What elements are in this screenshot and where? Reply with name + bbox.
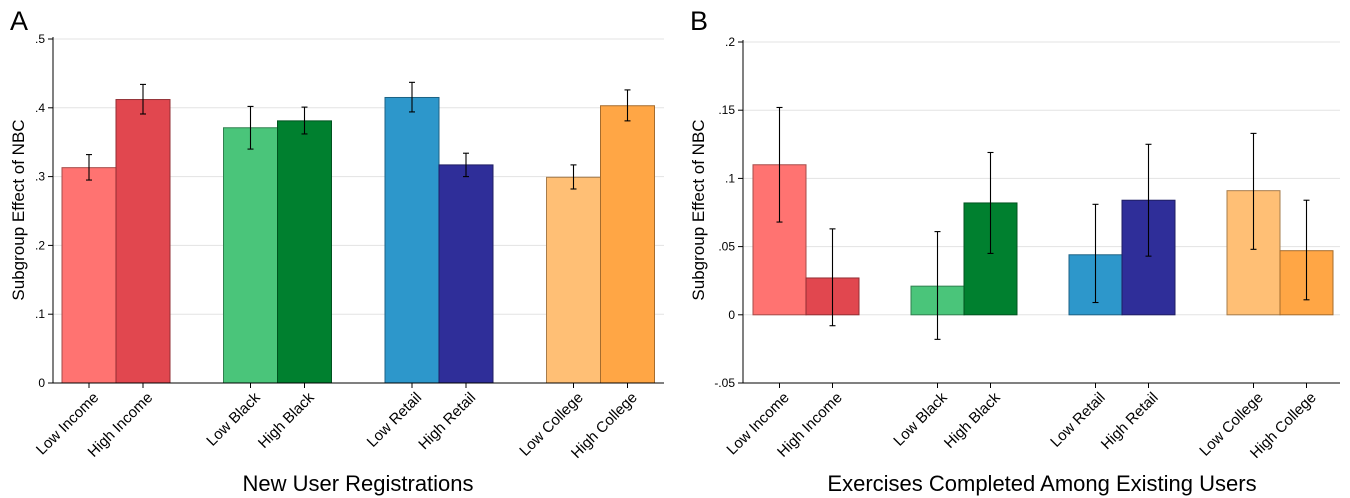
y-tick-label: .15 [718,103,735,117]
error-bar-low-black [247,105,254,150]
panel-b-y-axis-title: Subgroup Effect of NBC [689,119,708,300]
y-tick-label: 0 [728,308,735,322]
bar-high-retail [438,164,494,384]
panel-a-letter: A [10,6,28,36]
x-tick-label-high-retail: High Retail [1098,389,1162,453]
bar-high-college [600,105,655,384]
error-bar-low-income [776,106,783,223]
error-bar-high-college [1303,199,1310,301]
x-tick-label-high-black: High Black [941,389,1004,452]
panel-a-y-axis: 0 .1 .2 .3 .4 .5 [35,32,54,390]
panel-b-bars [752,164,1334,316]
bar-low-retail [384,96,440,384]
x-tick-label-high-retail: High Retail [415,389,479,453]
y-tick-label: .2 [725,35,735,49]
error-bar-low-college [570,164,577,190]
x-tick-label-high-black: High Black [255,389,318,452]
y-tick-label: -.05 [714,376,735,390]
bar-low-college [546,176,601,384]
error-bar-low-black [934,231,941,340]
bar-high-income [115,99,171,384]
panel-b-letter: B [690,6,708,36]
bar-low-income [61,167,117,384]
y-tick-label: .1 [35,307,45,321]
panel-b-y-axis: -.05 0 .05 .1 .15 .2 [714,35,744,390]
error-bar-high-retail [463,152,469,178]
bar-low-black [223,127,278,384]
panel-a-error-bars [86,81,631,190]
y-tick-label: .3 [35,170,45,184]
panel-a-bars [61,96,655,384]
error-bar-high-income [829,228,836,327]
error-bar-low-college [1250,132,1257,250]
y-tick-label: .4 [35,101,45,115]
y-tick-label: .5 [35,32,45,46]
y-tick-label: .1 [725,171,735,185]
error-bar-high-black [301,106,308,135]
y-tick-label: .05 [718,240,735,254]
error-bar-low-retail [1092,203,1099,304]
error-bar-high-retail [1145,143,1152,257]
bar-high-black [277,120,332,384]
error-bar-low-income [86,154,92,181]
y-tick-label: .2 [35,238,45,252]
error-bar-high-income [140,83,146,115]
panel-b-x-axis-title: Exercises Completed Among Existing Users [827,471,1256,496]
panel-a-x-axis-title: New User Registrations [242,471,473,496]
error-bar-high-college [624,89,631,122]
panel-b-error-bars [776,106,1310,340]
y-tick-label: 0 [38,376,45,390]
panel-a-y-axis-title: Subgroup Effect of NBC [9,119,28,300]
error-bar-low-retail [409,81,415,113]
error-bar-high-black [987,151,994,254]
